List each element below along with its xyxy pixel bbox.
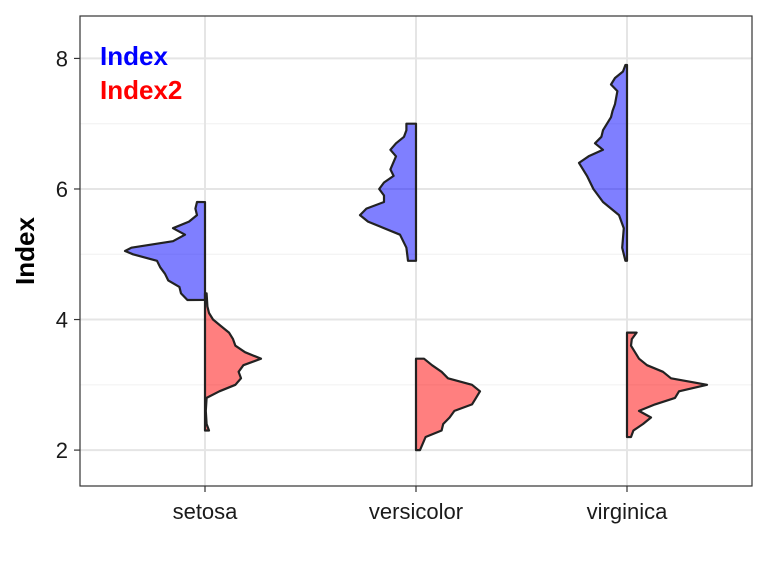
y-tick-label: 6 bbox=[56, 177, 68, 202]
x-tick-label: setosa bbox=[173, 499, 239, 524]
violin-index-virginica bbox=[577, 63, 629, 262]
violins bbox=[123, 63, 709, 452]
violin-index2-virginica bbox=[625, 331, 709, 439]
legend-entry: Index2 bbox=[100, 75, 182, 105]
legend-entry: Index bbox=[100, 41, 168, 71]
x-tick-label: virginica bbox=[587, 499, 668, 524]
axis-ticks: 2 4 6 8 setosa versicolor virginica bbox=[56, 46, 668, 524]
y-tick-label: 2 bbox=[56, 438, 68, 463]
legend: Index Index2 bbox=[100, 41, 182, 105]
violin-index2-versicolor bbox=[414, 357, 482, 452]
violin-index-versicolor bbox=[358, 122, 418, 262]
y-tick-label: 8 bbox=[56, 46, 68, 71]
violin-index2-setosa bbox=[203, 292, 263, 432]
x-tick-label: versicolor bbox=[369, 499, 463, 524]
y-axis-title: Index bbox=[10, 217, 40, 285]
violin-index-setosa bbox=[123, 200, 207, 302]
y-tick-label: 4 bbox=[56, 308, 68, 333]
